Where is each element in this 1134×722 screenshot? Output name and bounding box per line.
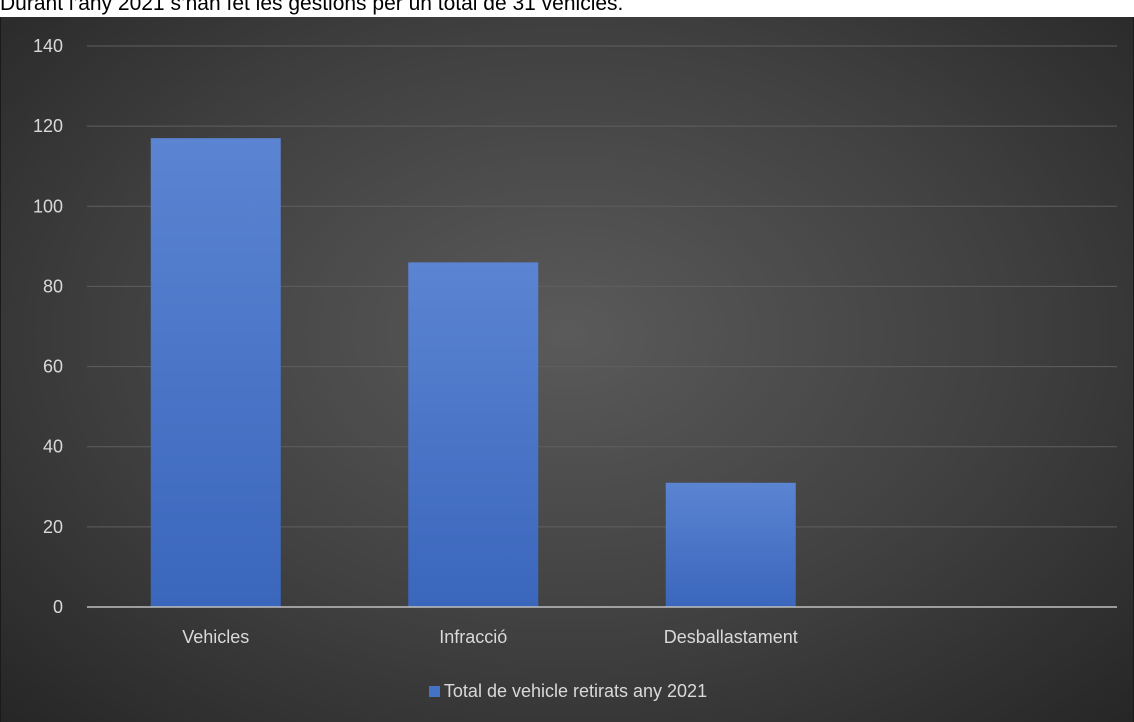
y-axis-tick-labels: 0 20 40 60 80 100 120 140 [33, 36, 63, 617]
x-tick-label: Infracció [439, 627, 507, 647]
bars [150, 138, 796, 607]
y-tick-label: 140 [33, 36, 63, 56]
y-tick-label: 100 [33, 196, 63, 216]
bar-desballastament [665, 482, 796, 607]
y-tick-label: 20 [43, 517, 63, 537]
x-axis-tick-labels: Vehicles Infracció Desballastament [182, 627, 798, 647]
bar-infracció [408, 262, 539, 607]
x-tick-label: Vehicles [182, 627, 249, 647]
y-tick-label: 120 [33, 116, 63, 136]
y-tick-label: 40 [43, 437, 63, 457]
bar-chart: 0 20 40 60 80 100 120 140 Vehicles Infracció Desb… [33, 36, 1117, 647]
document-caption-text: Durant l’any 2021 s’han fet les gestions… [0, 0, 624, 15]
legend-swatch [428, 685, 440, 697]
y-tick-label: 60 [43, 357, 63, 377]
legend: Total de vehicle retirats any 2021 [1, 677, 1134, 705]
x-tick-label: Desballastament [664, 627, 798, 647]
bar-vehicles [150, 138, 281, 607]
y-tick-label: 0 [53, 597, 63, 617]
chart-area: 0 20 40 60 80 100 120 140 Vehicles Infracció Desb… [0, 17, 1134, 722]
y-tick-label: 80 [43, 276, 63, 296]
legend-label: Total de vehicle retirats any 2021 [443, 680, 708, 701]
